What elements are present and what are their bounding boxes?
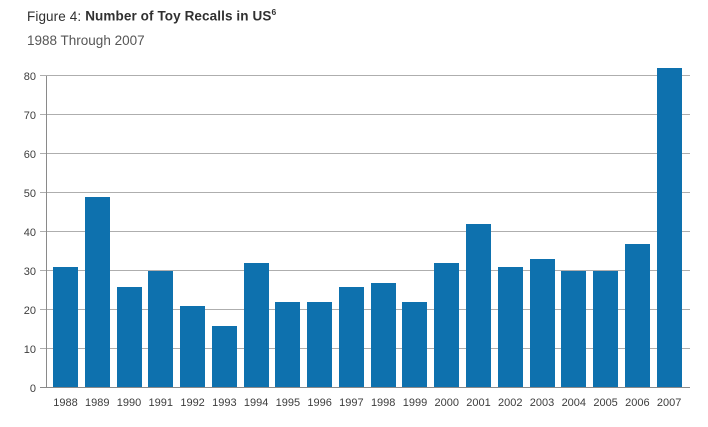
x-tick-label-1988: 1988 (53, 397, 78, 409)
figure-title-text: Number of Toy Recalls in US (85, 8, 272, 24)
x-tick-label-2000: 2000 (434, 397, 459, 409)
x-tick-label-1989: 1989 (85, 397, 110, 409)
x-axis-line (40, 387, 690, 388)
gridline-70 (40, 114, 690, 115)
x-tick-label-2004: 2004 (561, 397, 587, 409)
bar-1996 (307, 302, 333, 388)
y-axis-line (46, 76, 47, 388)
bar-2004 (561, 271, 587, 388)
bar-1998 (370, 282, 396, 388)
x-tick-label-1992: 1992 (180, 397, 205, 409)
x-tick-label-2001: 2001 (466, 397, 491, 409)
y-tick-label-50: 50 (23, 187, 36, 200)
bar-2002 (497, 267, 523, 388)
bar-1989 (84, 196, 110, 388)
bar-1997 (338, 286, 364, 388)
bar-2001 (466, 224, 491, 388)
gridline-20 (40, 309, 690, 310)
bar-2006 (624, 243, 650, 388)
plot-area: 0 10 20 30 40 50 60 70 80 1988 1989 1990 1991 1992 199… (24, 68, 690, 409)
y-tick-label-40: 40 (23, 226, 36, 239)
bar-2007 (656, 68, 682, 388)
x-tick-label-2002: 2002 (498, 397, 523, 409)
x-tick-label-1991: 1991 (148, 397, 174, 409)
x-tick-label-2006: 2006 (625, 397, 650, 409)
gridline-80 (40, 75, 690, 76)
footnote-superscript: 6 (271, 7, 277, 17)
bar-1995 (275, 302, 301, 388)
figure-title: Figure 4: Number of Toy Recalls in US6 (27, 7, 276, 24)
x-tick-label-1998: 1998 (370, 397, 396, 409)
x-tick-label-1993: 1993 (212, 397, 237, 409)
x-tick-label-2005: 2005 (593, 397, 618, 409)
x-tick-label-1990: 1990 (116, 397, 142, 409)
bar-1988 (53, 267, 78, 388)
bar-2000 (434, 263, 460, 388)
bar-1994 (243, 263, 269, 388)
y-tick-label-80: 80 (23, 70, 36, 83)
bar-2005 (593, 271, 619, 388)
bar-2003 (529, 259, 555, 388)
y-tick-label-20: 20 (23, 304, 36, 317)
bar-1991 (148, 271, 174, 388)
x-tick-label-1994: 1994 (243, 397, 269, 409)
x-tick-label-2003: 2003 (529, 397, 555, 409)
y-tick-label-60: 60 (23, 148, 36, 161)
gridline-40 (40, 231, 690, 232)
bar-1990 (116, 286, 142, 388)
figure-subtitle: 1988 Through 2007 (27, 33, 145, 48)
x-tick-label-1996: 1996 (307, 397, 332, 409)
gridline-30 (40, 270, 690, 271)
gridline-10 (40, 348, 690, 349)
bar-1999 (402, 302, 428, 388)
gridline-60 (40, 153, 690, 154)
y-tick-label-30: 30 (23, 265, 36, 278)
bar-1992 (180, 306, 206, 388)
x-tick-label-1999: 1999 (402, 397, 428, 409)
x-tick-label-1997: 1997 (339, 397, 364, 409)
x-tick-label-1995: 1995 (275, 397, 301, 409)
y-tick-label-0: 0 (29, 382, 36, 395)
x-tick-label-2007: 2007 (656, 397, 682, 409)
y-tick-label-70: 70 (23, 109, 36, 122)
bar-1993 (211, 325, 237, 388)
y-tick-label-10: 10 (23, 343, 36, 356)
gridline-50 (40, 192, 690, 193)
figure-label: Figure 4: (27, 8, 82, 24)
